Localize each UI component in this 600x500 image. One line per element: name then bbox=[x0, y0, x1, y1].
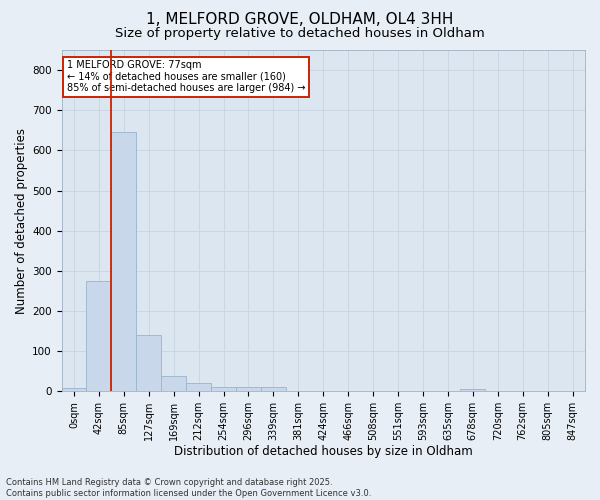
X-axis label: Distribution of detached houses by size in Oldham: Distribution of detached houses by size … bbox=[174, 444, 473, 458]
Text: 1, MELFORD GROVE, OLDHAM, OL4 3HH: 1, MELFORD GROVE, OLDHAM, OL4 3HH bbox=[146, 12, 454, 28]
Bar bbox=[186, 383, 211, 391]
Bar bbox=[62, 388, 86, 391]
Bar bbox=[261, 387, 286, 391]
Text: Size of property relative to detached houses in Oldham: Size of property relative to detached ho… bbox=[115, 28, 485, 40]
Bar bbox=[86, 281, 112, 391]
Bar bbox=[136, 335, 161, 391]
Bar bbox=[112, 132, 136, 391]
Text: 1 MELFORD GROVE: 77sqm
← 14% of detached houses are smaller (160)
85% of semi-de: 1 MELFORD GROVE: 77sqm ← 14% of detached… bbox=[67, 60, 305, 94]
Bar bbox=[161, 376, 186, 391]
Bar bbox=[236, 387, 261, 391]
Text: Contains HM Land Registry data © Crown copyright and database right 2025.
Contai: Contains HM Land Registry data © Crown c… bbox=[6, 478, 371, 498]
Y-axis label: Number of detached properties: Number of detached properties bbox=[15, 128, 28, 314]
Bar bbox=[460, 389, 485, 391]
Bar bbox=[211, 387, 236, 391]
